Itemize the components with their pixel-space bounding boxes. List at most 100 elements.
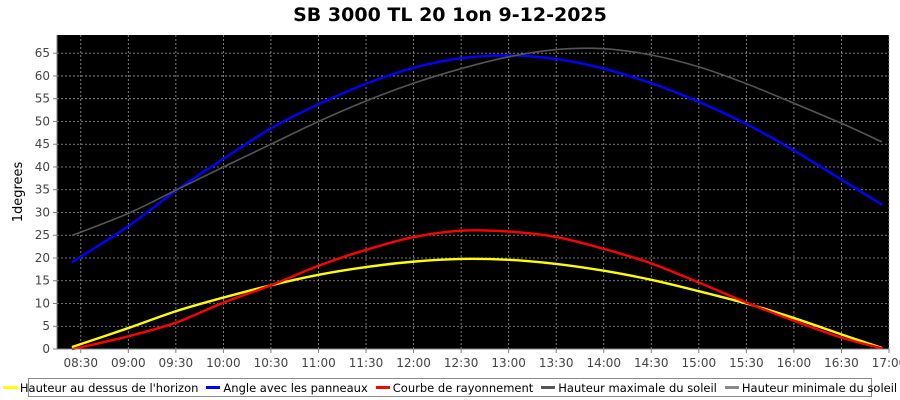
y-tick-label: 20 <box>35 251 50 265</box>
data-point-0 <box>507 258 510 261</box>
data-point-3 <box>650 54 653 56</box>
data-point-0 <box>697 290 700 293</box>
legend-item: Hauteur au dessus de l'horizon <box>2 380 199 395</box>
legend-swatch <box>2 386 17 389</box>
data-point-1 <box>71 260 74 263</box>
series-line-2 <box>71 229 883 351</box>
y-tick-label: 50 <box>35 114 50 128</box>
legend: Hauteur au dessus de l'horizon Angle avec… <box>2 378 897 397</box>
data-point-1 <box>364 82 368 85</box>
x-tick-label: 13:30 <box>539 356 574 370</box>
data-point-3 <box>412 82 415 85</box>
legend-swatch <box>375 386 390 389</box>
y-tick-label: 5 <box>42 319 50 333</box>
data-point-3 <box>880 140 882 143</box>
data-point-0 <box>412 260 415 263</box>
data-point-1 <box>412 66 415 69</box>
y-tick-label: 60 <box>35 69 50 83</box>
data-point-0 <box>840 333 843 336</box>
data-point-1 <box>697 100 700 103</box>
data-point-2 <box>507 230 510 233</box>
x-tick-label: 12:00 <box>396 356 431 370</box>
data-point-3 <box>555 48 557 51</box>
data-point-3 <box>507 56 510 58</box>
data-point-3 <box>317 120 320 123</box>
data-point-2 <box>317 264 320 267</box>
x-tick-label: 15:00 <box>682 356 717 370</box>
y-tick-label: 65 <box>35 46 50 60</box>
data-point-0 <box>174 310 177 313</box>
data-point-2 <box>792 319 796 322</box>
data-point-2 <box>269 284 273 287</box>
y-tick-label: 15 <box>35 274 50 288</box>
data-point-0 <box>555 262 558 266</box>
data-point-1 <box>317 103 320 106</box>
x-tick-label: 11:30 <box>349 356 384 370</box>
data-point-2 <box>602 247 605 250</box>
legend-swatch <box>541 386 556 389</box>
legend-label: Hauteur maximale du soleil <box>558 380 717 395</box>
data-point-1 <box>127 225 130 228</box>
x-tick-label: 17:00 <box>872 356 900 370</box>
legend-swatch <box>724 386 739 389</box>
data-point-1 <box>650 82 653 85</box>
data-point-2 <box>650 262 653 265</box>
y-tick-label: 25 <box>35 228 50 242</box>
x-tick-label: 09:30 <box>159 356 194 370</box>
data-point-3 <box>460 67 462 70</box>
data-point-0 <box>460 257 463 260</box>
legend-label: Angle avec les panneaux <box>223 380 368 395</box>
y-tick-label: 40 <box>35 160 50 174</box>
series-lines <box>71 47 883 351</box>
x-tick-label: 12:30 <box>444 356 479 370</box>
data-point-2 <box>745 301 748 304</box>
data-point-2 <box>460 229 463 232</box>
x-tick-label: 16:30 <box>824 356 859 370</box>
data-point-3 <box>175 189 177 191</box>
x-tick-label: 10:30 <box>254 356 289 370</box>
legend-label: Hauteur minimale du soleil <box>741 380 898 395</box>
x-tick-label: 08:30 <box>63 356 98 370</box>
data-point-3 <box>745 82 748 85</box>
y-tick-label: 45 <box>35 137 50 151</box>
legend-item: Hauteur maximale du soleil <box>541 381 717 395</box>
data-point-0 <box>792 316 796 320</box>
plot-background <box>57 35 889 349</box>
data-point-3 <box>698 66 700 68</box>
data-point-3 <box>365 100 367 102</box>
data-point-2 <box>222 301 225 304</box>
data-point-1 <box>840 178 843 181</box>
axes: 0 5 10 15 20 25 30 35 40 45 50 55 60 65 08:30 09:00 09:3… <box>35 35 900 370</box>
data-point-0 <box>364 265 368 269</box>
x-tick-label: 16:00 <box>777 356 812 370</box>
y-tick-label: 30 <box>35 205 50 219</box>
legend-item: Hauteur minimale du soleil <box>724 380 898 395</box>
x-tick-label: 13:00 <box>491 356 526 370</box>
legend-item: Angle avec les panneaux <box>206 380 368 395</box>
data-point-1 <box>602 67 605 70</box>
data-point-3 <box>793 102 795 105</box>
y-tick-label: 0 <box>42 342 50 356</box>
y-tick-label: 10 <box>35 296 50 310</box>
series-line-1 <box>71 54 883 263</box>
chart-title: SB 3000 TL 20 1on 9-12-2025 <box>293 4 607 26</box>
legend-label: Courbe de rayonnement <box>392 380 534 395</box>
data-point-2 <box>412 235 415 239</box>
data-point-0 <box>222 296 225 299</box>
legend-swatch <box>206 386 221 389</box>
x-tick-label: 15:30 <box>729 356 764 370</box>
x-tick-label: 14:00 <box>586 356 621 370</box>
data-point-3 <box>127 212 130 215</box>
y-axis-label: 1degrees <box>11 161 26 222</box>
data-point-0 <box>127 326 130 330</box>
x-tick-label: 14:30 <box>634 356 669 370</box>
data-point-2 <box>174 321 177 324</box>
data-point-1 <box>879 203 883 206</box>
legend-label: Hauteur au dessus de l'horizon <box>19 380 199 395</box>
data-point-0 <box>71 345 74 348</box>
data-point-1 <box>460 57 463 60</box>
data-point-1 <box>222 157 225 160</box>
data-point-3 <box>602 47 605 50</box>
data-point-0 <box>602 269 605 272</box>
